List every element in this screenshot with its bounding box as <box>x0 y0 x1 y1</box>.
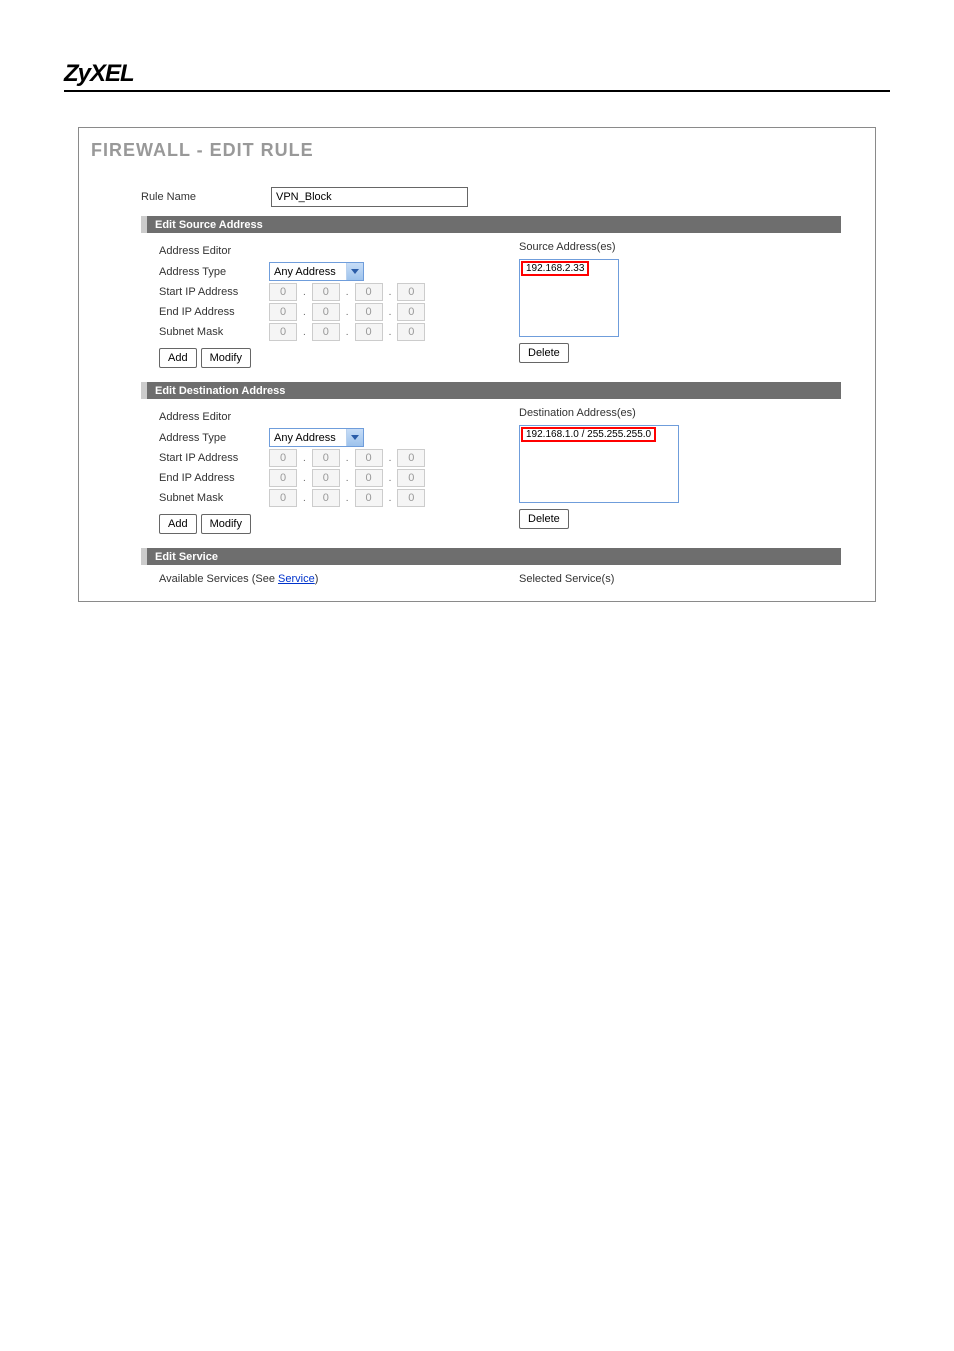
source-type-select[interactable]: Any Address <box>269 262 364 281</box>
source-mask-label: Subnet Mask <box>159 326 269 338</box>
dest-address-item[interactable]: 192.168.1.0 / 255.255.255.0 <box>521 427 656 442</box>
firewall-edit-rule-panel: FIREWALL - EDIT RULE Rule Name Edit Sour… <box>78 127 876 602</box>
dest-add-button[interactable]: Add <box>159 514 197 534</box>
source-editor-label: Address Editor <box>159 245 289 257</box>
source-end-ip-label: End IP Address <box>159 306 269 318</box>
dest-type-value: Any Address <box>270 429 346 446</box>
source-modify-button[interactable]: Modify <box>201 348 251 368</box>
dest-mask-ip[interactable]: 0. 0. 0. 0 <box>269 489 425 507</box>
source-end-ip[interactable]: 0. 0. 0. 0 <box>269 303 425 321</box>
page-title: FIREWALL - EDIT RULE <box>91 140 847 161</box>
rule-name-input[interactable] <box>271 187 468 207</box>
dest-end-ip-label: End IP Address <box>159 472 269 484</box>
rule-name-label: Rule Name <box>141 191 271 203</box>
dest-list-label: Destination Address(es) <box>519 407 679 419</box>
dest-address-listbox[interactable]: 192.168.1.0 / 255.255.255.0 <box>519 425 679 503</box>
dest-delete-button[interactable]: Delete <box>519 509 569 529</box>
dest-start-ip-label: Start IP Address <box>159 452 269 464</box>
source-type-label: Address Type <box>159 266 269 278</box>
source-type-value: Any Address <box>270 263 346 280</box>
dest-type-select[interactable]: Any Address <box>269 428 364 447</box>
header-bar: ZyXEL <box>64 60 890 92</box>
available-services-label: Available Services (See Service) <box>159 573 519 585</box>
brand-logo: ZyXEL <box>64 60 134 87</box>
dest-start-ip[interactable]: 0. 0. 0. 0 <box>269 449 425 467</box>
source-mask-ip[interactable]: 0. 0. 0. 0 <box>269 323 425 341</box>
service-section-header: Edit Service <box>141 548 841 565</box>
source-start-ip-label: Start IP Address <box>159 286 269 298</box>
dest-mask-label: Subnet Mask <box>159 492 269 504</box>
source-list-label: Source Address(es) <box>519 241 619 253</box>
source-add-button[interactable]: Add <box>159 348 197 368</box>
source-section-header: Edit Source Address <box>141 216 841 233</box>
source-start-ip[interactable]: 0. 0. 0. 0 <box>269 283 425 301</box>
source-delete-button[interactable]: Delete <box>519 343 569 363</box>
service-link[interactable]: Service <box>278 573 315 585</box>
dest-section-header: Edit Destination Address <box>141 382 841 399</box>
chevron-down-icon <box>346 429 363 446</box>
dest-type-label: Address Type <box>159 432 269 444</box>
dest-end-ip[interactable]: 0. 0. 0. 0 <box>269 469 425 487</box>
source-address-listbox[interactable]: 192.168.2.33 <box>519 259 619 337</box>
dest-modify-button[interactable]: Modify <box>201 514 251 534</box>
dest-editor-label: Address Editor <box>159 411 289 423</box>
selected-services-label: Selected Service(s) <box>519 573 614 585</box>
chevron-down-icon <box>346 263 363 280</box>
source-address-item[interactable]: 192.168.2.33 <box>521 261 589 276</box>
